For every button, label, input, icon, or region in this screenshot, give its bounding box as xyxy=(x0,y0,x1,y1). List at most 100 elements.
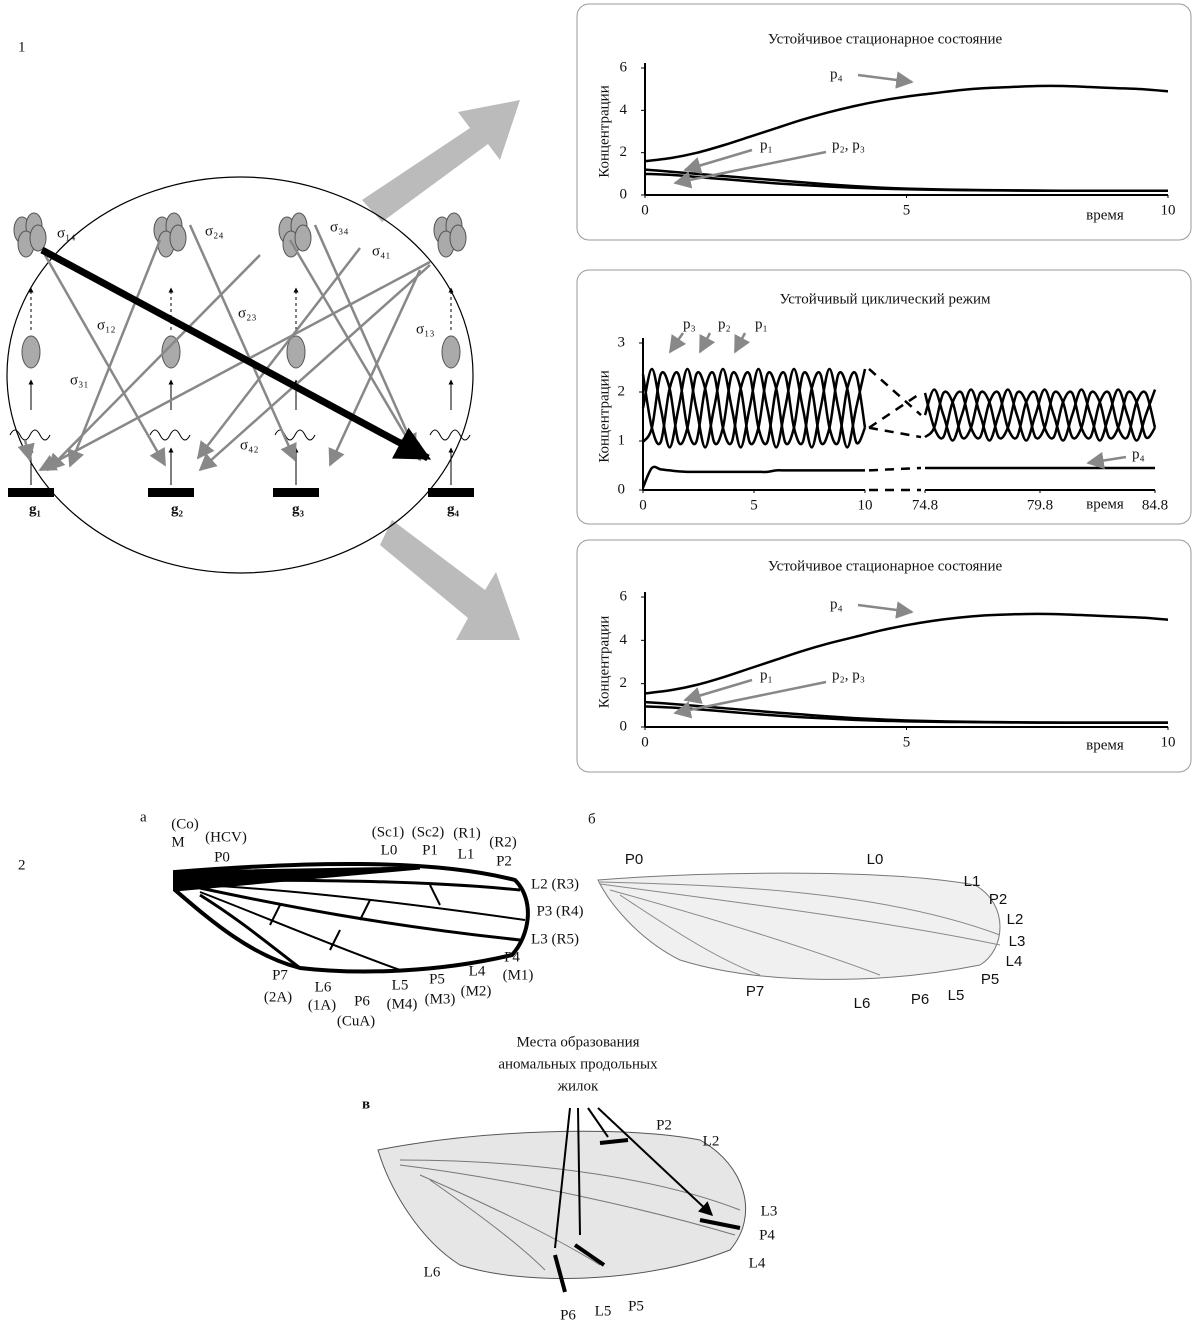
x-tick-label: 79.8 xyxy=(1027,497,1053,513)
vein-label: (R2) xyxy=(489,834,517,850)
vein-label: M xyxy=(171,834,184,850)
vein-label: P7 xyxy=(272,967,288,983)
chart-title: Устойчивое стационарное состояние xyxy=(768,31,1003,47)
caption: Места образования xyxy=(516,1034,639,1050)
annotation: p₂ xyxy=(718,316,731,332)
mrna xyxy=(441,335,461,369)
edge xyxy=(328,269,422,467)
vein-label: L2 xyxy=(703,1133,720,1149)
edge xyxy=(43,254,167,467)
chart-frame xyxy=(576,3,1192,241)
annotation: p₁ xyxy=(760,667,773,683)
x-tick-label: 84.8 xyxy=(1142,497,1168,513)
panel-sublabel: а xyxy=(140,809,147,825)
edge xyxy=(67,239,162,468)
x-axis-label: время xyxy=(1086,737,1124,753)
y-tick-label: 3 xyxy=(618,334,626,350)
vein-label: L4 xyxy=(469,963,486,979)
edge-label: σ₁₄ xyxy=(57,225,76,241)
edge xyxy=(188,224,297,462)
x-tick-label: 10 xyxy=(1161,734,1176,750)
annotation-arrow xyxy=(668,332,687,354)
annotation-arrow xyxy=(673,150,827,189)
vein-label: P5 xyxy=(429,971,445,987)
edge xyxy=(17,439,35,462)
chart-title: Устойчивое стационарное состояние xyxy=(768,558,1003,574)
x-tick-label: 5 xyxy=(750,497,758,513)
series-line xyxy=(641,465,865,489)
series-line xyxy=(641,370,867,446)
vein-label: (M1) xyxy=(503,967,534,983)
gene xyxy=(273,488,319,497)
axis-break xyxy=(868,391,922,429)
vein-label: (CuA) xyxy=(337,1013,375,1029)
y-tick-label: 6 xyxy=(620,59,628,75)
vein-label: L1 xyxy=(458,846,475,862)
wing-b xyxy=(597,872,1001,980)
edge-label: σ₃₄ xyxy=(330,219,349,235)
vein-label: (M4) xyxy=(387,996,418,1012)
annotation: p₁ xyxy=(760,137,773,153)
vein-label: P4 xyxy=(759,1227,775,1243)
y-tick-label: 0 xyxy=(620,186,628,202)
edge-label: σ₂₃ xyxy=(238,305,257,321)
y-axis-label: Концентрации xyxy=(596,616,612,708)
edge-label: σ₁₃ xyxy=(416,321,435,337)
vein-label: L5 xyxy=(595,1303,612,1319)
vein-label: P6 xyxy=(560,1307,576,1323)
vein-label: L4 xyxy=(749,1255,766,1271)
gene xyxy=(8,488,54,497)
annotation-arrow xyxy=(733,332,751,354)
transcript xyxy=(9,429,51,441)
vein-label: L6 xyxy=(424,1264,441,1280)
annotation: p₂, p₃ xyxy=(832,137,865,153)
edge-label: σ₄₂ xyxy=(240,437,259,453)
caption: аномальных продольных xyxy=(498,1056,658,1072)
chart-title: Устойчивый циклический режим xyxy=(779,291,991,307)
vein-label: L0 xyxy=(381,842,398,858)
x-tick-label: 0 xyxy=(639,497,647,513)
y-tick-label: 4 xyxy=(620,632,628,648)
axis-break xyxy=(868,426,922,439)
annotation-arrow xyxy=(857,601,914,619)
y-tick-label: 6 xyxy=(620,588,628,604)
panel-label: 2 xyxy=(18,857,26,873)
gene-label: g₃ xyxy=(292,501,305,517)
series-line xyxy=(923,388,1157,442)
vein-label: L4 xyxy=(1006,953,1023,970)
big-arrow xyxy=(362,100,520,222)
vein-label: L2 (R3) xyxy=(531,876,579,892)
axis-break xyxy=(868,466,922,472)
panel-sublabel: в xyxy=(362,1096,370,1112)
axis-break xyxy=(868,368,922,416)
caption: жилок xyxy=(557,1078,599,1094)
gene-label: g₂ xyxy=(171,501,184,517)
vein-label: P1 xyxy=(422,842,438,858)
charts: Устойчивое стационарное состояние Концент… xyxy=(596,31,1175,753)
annotation: p₄ xyxy=(1132,446,1145,462)
edge xyxy=(288,239,422,462)
vein-label: (Sc1) xyxy=(372,824,405,840)
vein-label: P5 xyxy=(628,1298,644,1314)
vein-label: L6 xyxy=(854,995,871,1012)
series-line xyxy=(641,370,867,446)
vein-label: L0 xyxy=(867,851,884,868)
edge-label: σ₄₁ xyxy=(372,243,391,259)
vein-label: (Co) xyxy=(171,816,199,832)
vein-label: P4 xyxy=(504,949,520,965)
annotation: p₂, p₃ xyxy=(832,667,865,683)
gene-label: g₄ xyxy=(447,501,460,517)
mrna xyxy=(21,335,41,369)
annotation: p₄ xyxy=(830,66,843,82)
x-tick-label: 5 xyxy=(903,202,911,218)
protein xyxy=(29,224,47,252)
x-tick-label: 0 xyxy=(641,734,649,750)
vein-label: (1A) xyxy=(308,997,336,1013)
series-line xyxy=(644,84,1169,163)
annotation: p₄ xyxy=(830,596,843,612)
gene xyxy=(428,488,474,497)
x-axis-label: время xyxy=(1086,496,1124,512)
edge xyxy=(38,260,431,472)
vein-label: P2 xyxy=(989,891,1007,908)
